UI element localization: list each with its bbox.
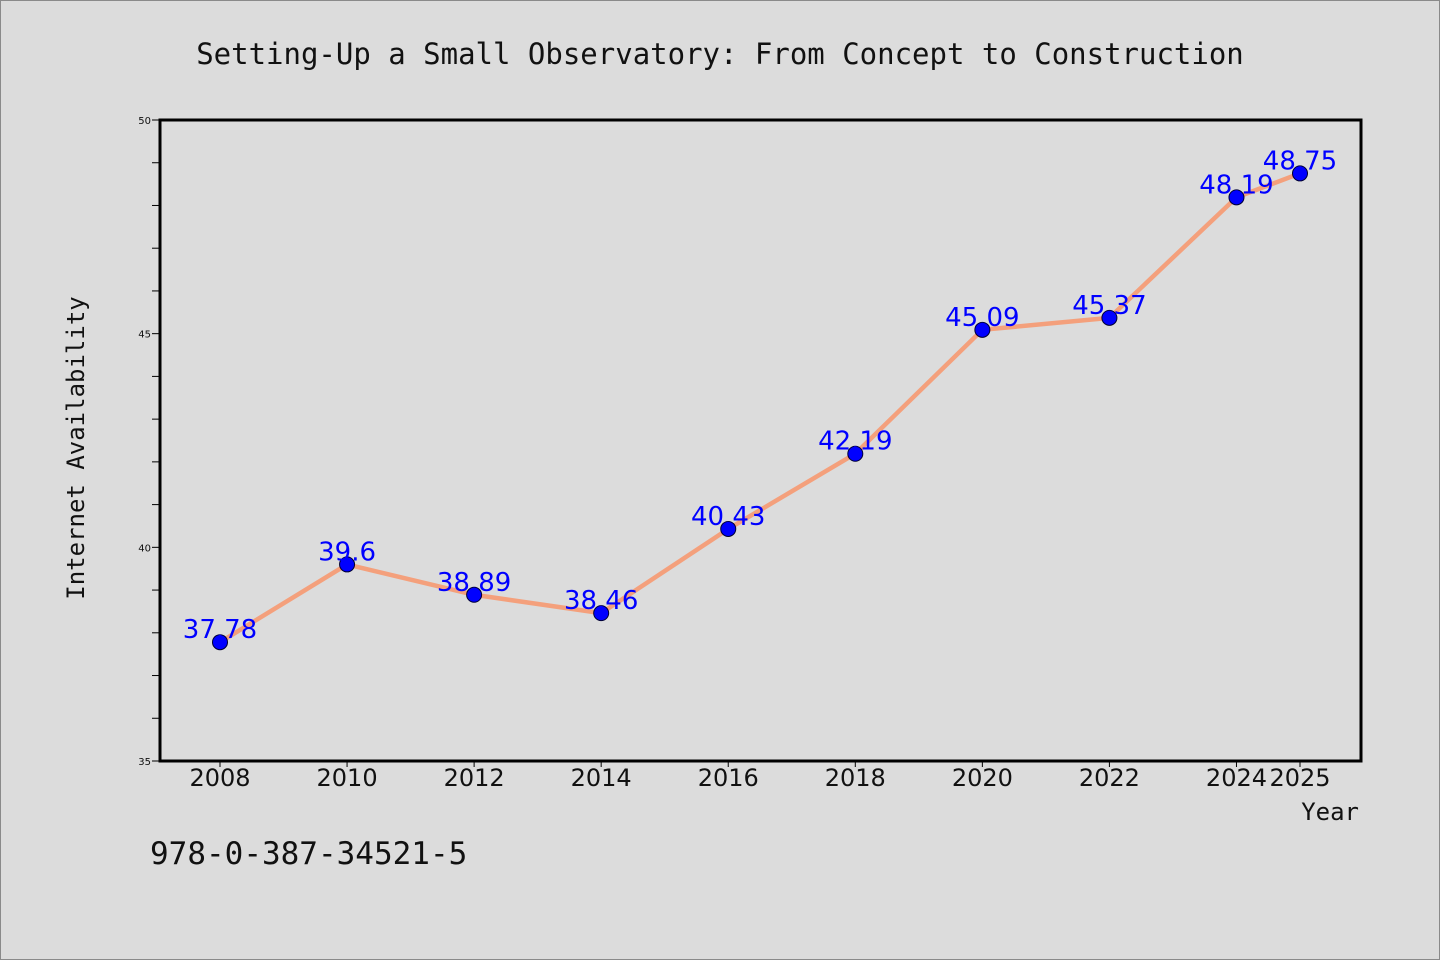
data-label: 45.09 <box>945 303 1019 333</box>
x-axis-label: Year <box>1301 798 1359 826</box>
data-label: 48.19 <box>1199 170 1273 200</box>
data-point <box>466 586 483 603</box>
x-tick-label: 2016 <box>698 764 759 792</box>
data-label: 45.37 <box>1072 291 1146 321</box>
data-point <box>1228 189 1245 206</box>
y-tick-label: 40 <box>138 543 151 554</box>
data-point <box>1101 309 1118 326</box>
data-label: 38.89 <box>437 568 511 598</box>
data-point <box>974 321 991 338</box>
data-label: 42.19 <box>818 427 892 457</box>
data-markers <box>212 165 1308 651</box>
data-label: 48.75 <box>1263 146 1337 176</box>
data-point <box>847 445 864 462</box>
x-tick-label: 2010 <box>317 764 378 792</box>
x-tick-label: 2012 <box>444 764 505 792</box>
x-tick-labels: 2008 2010 2012 2014 2016 2018 2020 2022 2024 2025 <box>189 761 1331 792</box>
x-tick-label: 2008 <box>189 764 250 792</box>
x-tick-label: 2020 <box>952 764 1013 792</box>
isbn-text: 978-0-387-34521-5 <box>150 836 467 872</box>
data-point <box>339 556 356 573</box>
y-tick-label: 45 <box>138 330 151 341</box>
plot-area-border <box>158 118 1363 763</box>
x-tick-label: 2014 <box>571 764 632 792</box>
data-label: 38.46 <box>564 586 638 616</box>
y-axis-label: Internet Availability <box>62 296 90 599</box>
y-tick-labels: 35 40 45 50 <box>138 116 151 768</box>
x-tick-label: 2025 <box>1269 764 1330 792</box>
x-tick-label: 2022 <box>1079 764 1140 792</box>
series-line <box>217 171 1303 645</box>
chart-title: Setting-Up a Small Observatory: From Con… <box>196 37 1244 71</box>
data-label: 39.6 <box>318 537 376 567</box>
y-tick-label: 50 <box>138 116 151 127</box>
y-tick-label: 35 <box>138 757 151 768</box>
data-labels: 37.78 39.6 38.89 38.46 40.43 42.19 45.09 45.37 4… <box>183 146 1337 645</box>
x-tick-label: 2018 <box>825 764 886 792</box>
data-point <box>593 605 610 622</box>
data-label: 40.43 <box>691 502 765 532</box>
data-point <box>1292 165 1308 182</box>
data-label: 37.78 <box>183 615 257 645</box>
data-point <box>720 520 737 537</box>
data-point <box>212 634 228 651</box>
x-tick-label: 2024 <box>1206 764 1267 792</box>
